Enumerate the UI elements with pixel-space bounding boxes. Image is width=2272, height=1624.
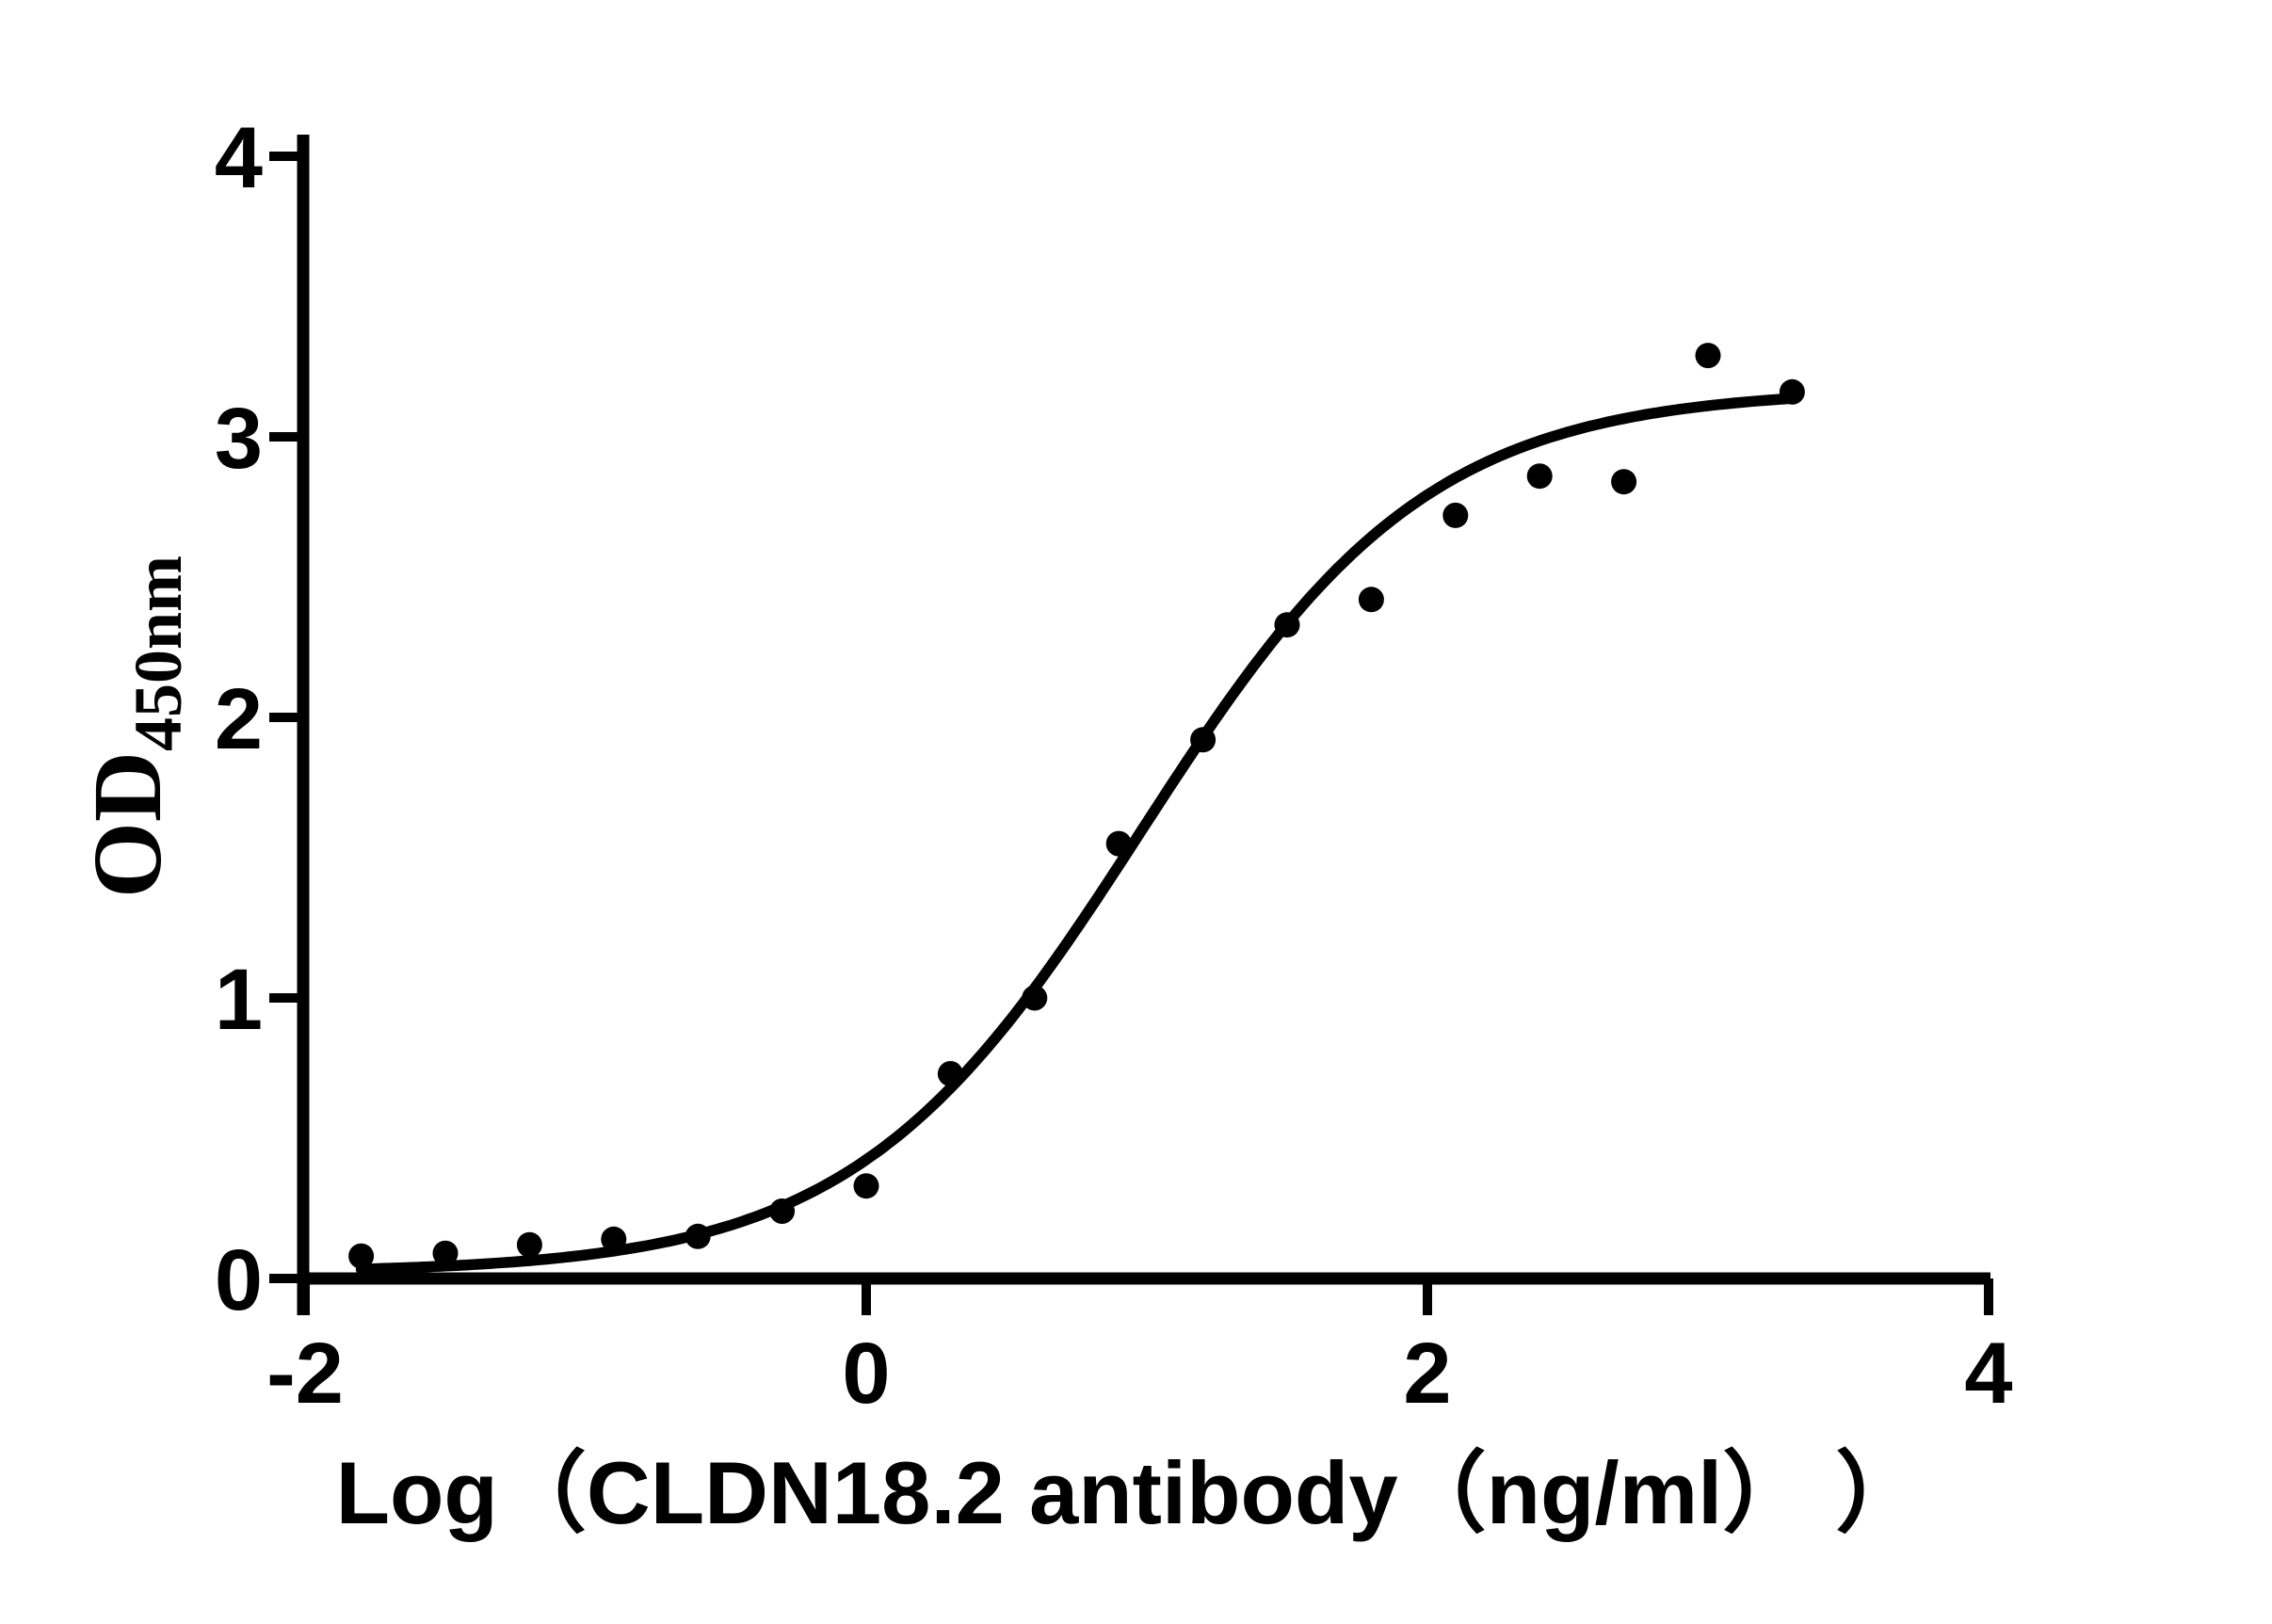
data-point <box>1442 502 1469 528</box>
x-tick-label: 2 <box>1403 1326 1451 1422</box>
data-point <box>1274 612 1300 638</box>
y-axis-line <box>297 135 310 1315</box>
y-axis-title: OD450nm <box>73 555 196 898</box>
x-tick-label: 4 <box>1964 1326 2012 1422</box>
y-tick-label: 3 <box>215 391 263 487</box>
data-point <box>853 1173 879 1199</box>
data-point <box>1695 343 1721 369</box>
y-axis-tick <box>269 152 303 161</box>
y-tick-label: 4 <box>215 110 263 206</box>
data-point <box>1190 727 1217 753</box>
data-point <box>1779 378 1805 405</box>
data-point <box>1526 463 1553 490</box>
fit-curve <box>355 393 1798 1275</box>
data-point <box>1105 830 1132 857</box>
data-point <box>685 1223 711 1249</box>
x-axis-tick <box>300 1278 310 1315</box>
data-point <box>769 1198 796 1224</box>
x-axis-line <box>297 1272 1990 1285</box>
x-axis-tick <box>1423 1278 1432 1315</box>
y-tick-label: 2 <box>215 671 263 767</box>
x-axis-tick <box>862 1278 871 1315</box>
data-point <box>601 1226 627 1252</box>
y-axis-title-main: OD <box>73 751 182 898</box>
y-axis-title-subscript: 450nm <box>121 555 196 751</box>
data-point <box>432 1240 459 1266</box>
y-axis-tick <box>269 713 303 722</box>
y-tick-label: 1 <box>215 952 263 1048</box>
x-tick-label: -2 <box>266 1326 344 1422</box>
data-point <box>1358 587 1384 613</box>
data-point <box>1611 469 1637 495</box>
y-tick-label: 0 <box>215 1232 263 1328</box>
y-axis-tick <box>269 1274 303 1283</box>
y-axis-tick <box>269 432 303 442</box>
data-point <box>516 1231 542 1258</box>
y-axis-tick <box>269 993 303 1003</box>
x-tick-label: 0 <box>842 1326 890 1422</box>
x-axis-title: Log（CLDN18.2 antibody（ng/ml） ） <box>336 1443 1925 1542</box>
data-point <box>348 1243 375 1269</box>
x-axis-tick <box>1984 1278 1993 1315</box>
data-point <box>937 1061 963 1086</box>
data-point <box>1022 985 1048 1011</box>
